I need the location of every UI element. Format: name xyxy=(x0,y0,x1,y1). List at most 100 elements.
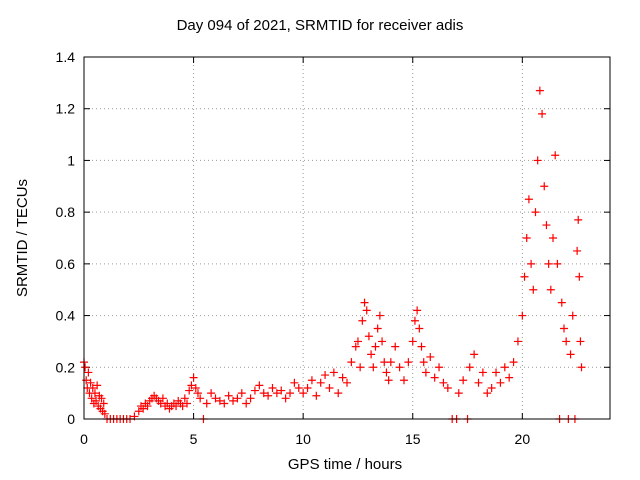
data-point xyxy=(524,195,533,204)
data-point xyxy=(500,363,509,372)
data-point xyxy=(399,376,408,385)
data-point xyxy=(574,215,583,224)
data-point xyxy=(268,383,277,392)
data-point xyxy=(459,376,468,385)
data-point xyxy=(286,389,295,398)
data-point xyxy=(272,389,281,398)
data-point xyxy=(367,350,376,359)
data-point xyxy=(185,386,194,395)
data-point xyxy=(371,342,380,351)
data-point xyxy=(562,337,571,346)
data-point xyxy=(415,324,424,333)
data-point xyxy=(343,378,351,387)
data-point xyxy=(375,311,384,320)
data-point xyxy=(413,306,422,315)
data-point xyxy=(435,363,444,372)
data-point xyxy=(233,394,242,403)
data-point xyxy=(100,409,109,418)
data-point xyxy=(92,396,101,405)
data-point xyxy=(299,389,308,398)
data-point xyxy=(505,373,514,382)
data-point xyxy=(369,363,378,372)
data-point xyxy=(566,350,575,359)
data-point xyxy=(553,259,562,268)
data-point xyxy=(364,332,373,341)
data-point xyxy=(329,368,338,377)
x-axis-label: GPS time / hours xyxy=(287,456,403,473)
data-point xyxy=(358,316,367,325)
data-point xyxy=(325,383,334,392)
data-point xyxy=(531,208,540,217)
data-point xyxy=(421,368,430,377)
data-point xyxy=(474,378,483,387)
data-point xyxy=(180,394,189,403)
data-point xyxy=(84,368,93,377)
data-point xyxy=(417,342,426,351)
data-point xyxy=(237,389,246,398)
data-point xyxy=(224,391,233,400)
x-tick-label: 5 xyxy=(190,431,198,447)
data-point xyxy=(139,404,148,413)
data-point xyxy=(99,399,108,408)
data-point xyxy=(211,394,220,403)
y-tick-label: 0 xyxy=(67,411,75,427)
plot-frame xyxy=(83,56,611,420)
x-tick-label: 10 xyxy=(295,431,311,447)
data-point xyxy=(540,182,549,191)
data-point xyxy=(290,378,299,387)
data-point xyxy=(86,378,95,387)
data-point xyxy=(529,285,538,294)
data-point xyxy=(568,311,577,320)
data-point xyxy=(487,383,496,392)
data-point xyxy=(246,394,255,403)
data-point xyxy=(454,389,463,398)
data-point xyxy=(158,394,167,403)
data-point xyxy=(496,378,505,387)
data-point xyxy=(542,221,551,230)
y-tick-label: 0.8 xyxy=(56,204,76,220)
data-point xyxy=(549,234,558,242)
data-point xyxy=(362,306,371,315)
y-tick-label: 1.2 xyxy=(56,101,76,117)
data-point xyxy=(533,156,542,165)
data-point xyxy=(465,363,474,372)
data-point xyxy=(470,350,479,359)
data-point xyxy=(93,381,102,390)
data-point xyxy=(373,324,382,333)
data-point xyxy=(391,342,400,351)
data-point xyxy=(87,394,96,403)
data-point xyxy=(408,337,417,346)
data-point xyxy=(220,399,229,408)
data-point xyxy=(193,389,202,398)
x-tick-label: 20 xyxy=(515,431,531,447)
data-point xyxy=(404,358,413,367)
data-points xyxy=(80,86,586,423)
data-point xyxy=(189,373,198,382)
data-point xyxy=(538,109,547,118)
data-point xyxy=(386,358,395,367)
data-point xyxy=(410,316,419,325)
data-point xyxy=(277,386,286,395)
data-point xyxy=(178,402,187,411)
data-point xyxy=(196,394,205,403)
data-point xyxy=(559,324,568,333)
data-point xyxy=(544,259,553,268)
data-point xyxy=(321,371,330,380)
data-point xyxy=(338,373,347,382)
data-point xyxy=(351,342,360,351)
data-point xyxy=(316,378,325,387)
data-point xyxy=(183,399,192,408)
data-point xyxy=(334,389,343,398)
data-point xyxy=(520,272,529,281)
data-point xyxy=(88,383,97,392)
data-point xyxy=(557,298,566,307)
data-point xyxy=(378,337,387,346)
y-tick-label: 0.4 xyxy=(56,308,76,324)
data-point xyxy=(426,352,435,361)
data-point xyxy=(229,396,238,405)
y-tick-label: 1.4 xyxy=(56,49,76,65)
y-tick-label: 0.2 xyxy=(56,359,76,375)
data-point xyxy=(191,383,200,392)
data-point xyxy=(513,337,522,346)
